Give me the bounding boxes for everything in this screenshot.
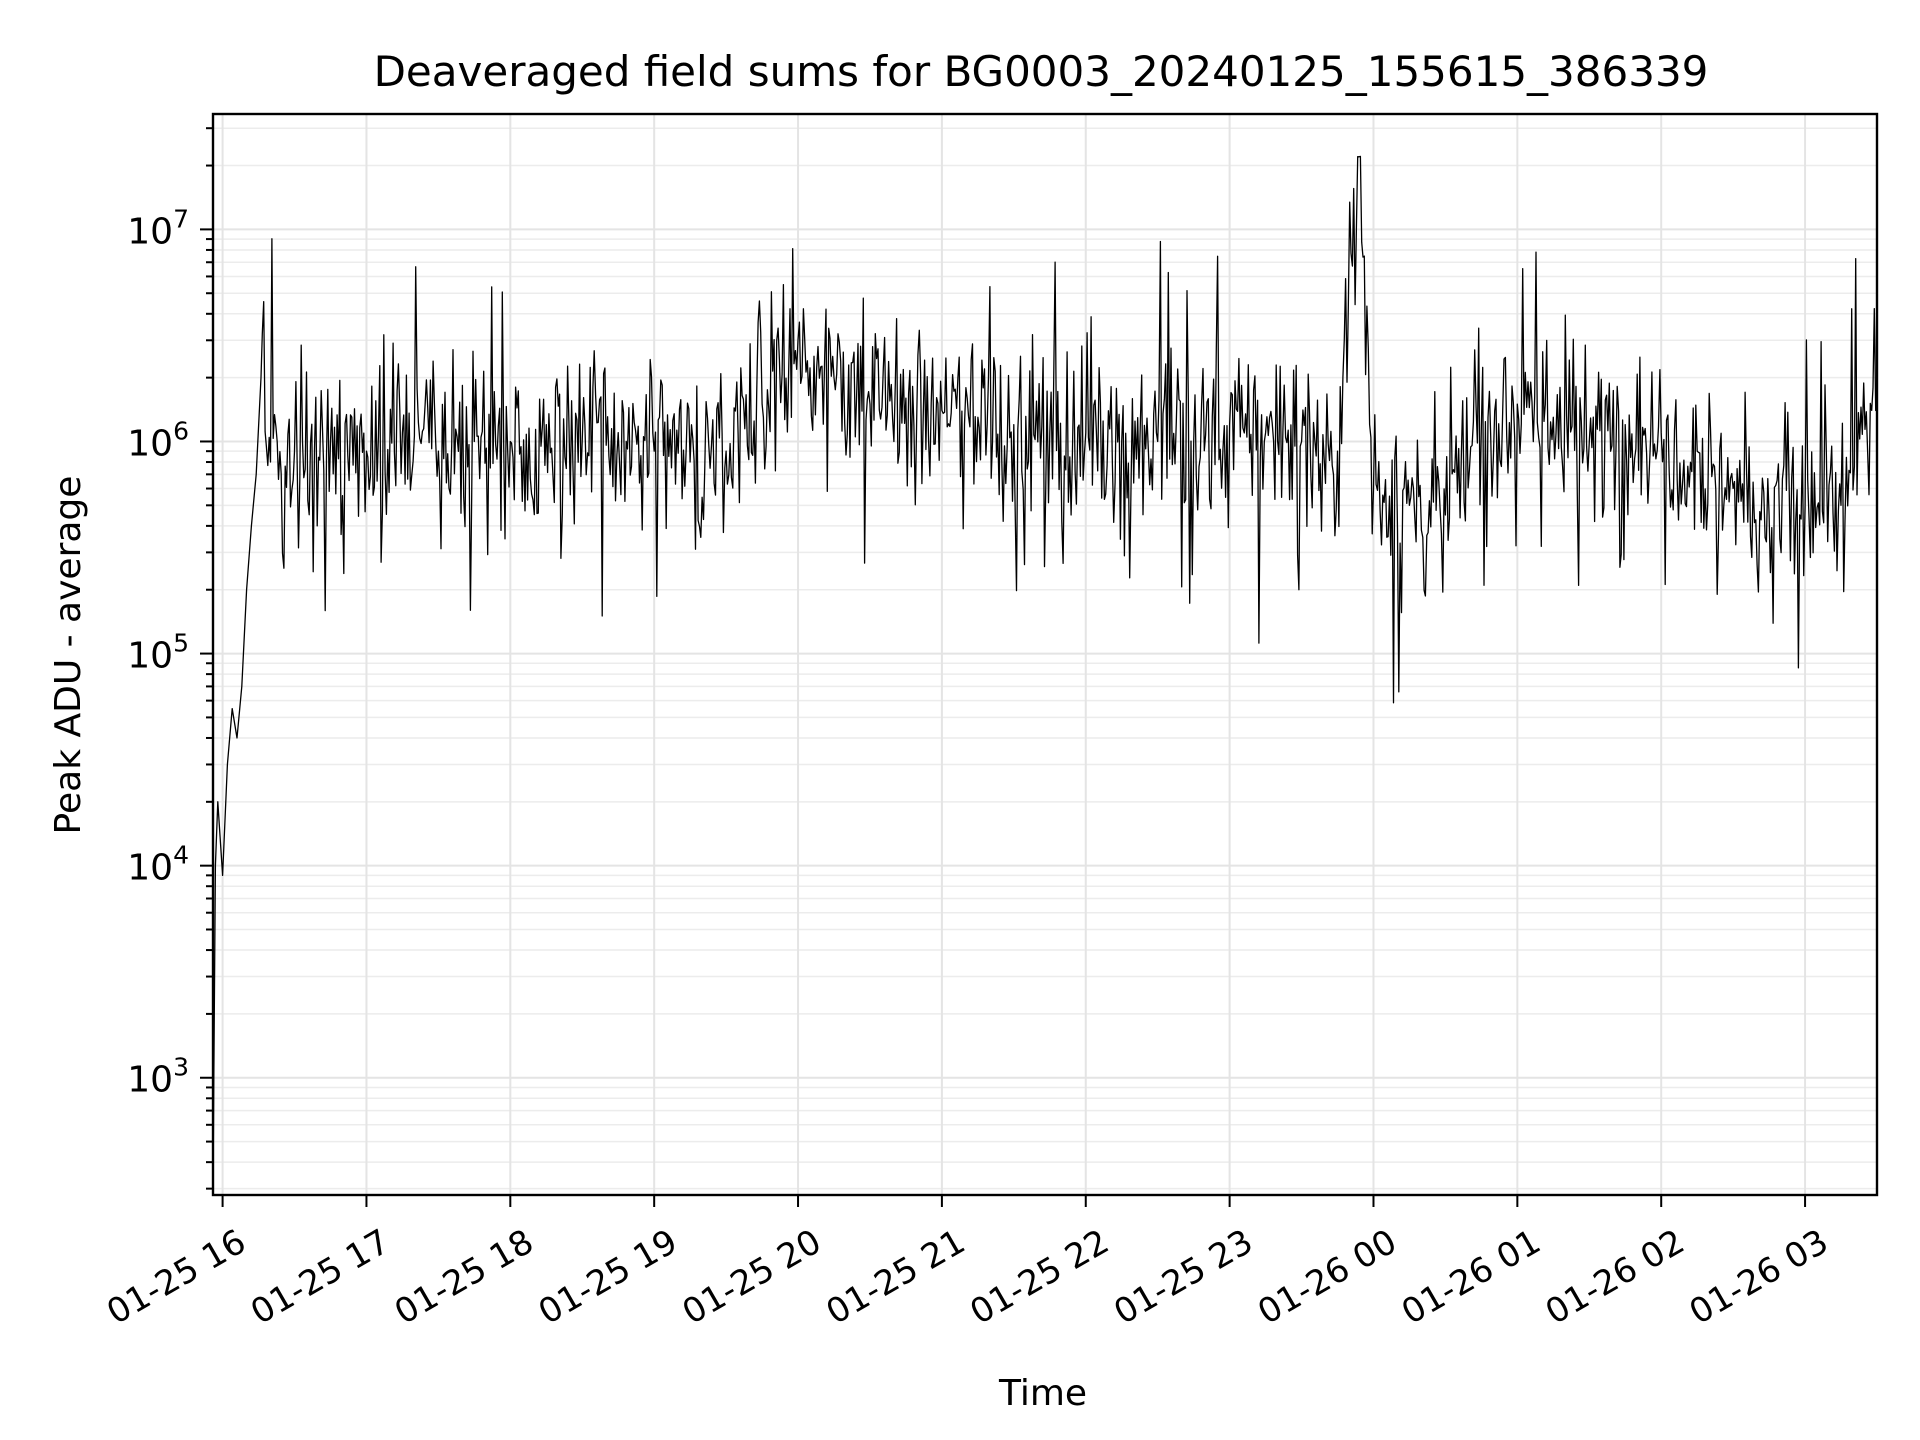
y-tick-label: 103 [127, 1053, 189, 1101]
x-tick-label: 01-26 03 [1683, 1222, 1835, 1333]
x-tick-label: 01-25 20 [676, 1222, 828, 1333]
grid [213, 114, 1877, 1195]
x-tick-label: 01-25 19 [532, 1222, 684, 1333]
series-line [212, 155, 1878, 1189]
y-tick-label: 104 [127, 841, 189, 889]
x-tick-label: 01-25 16 [100, 1222, 252, 1333]
x-tick-label: 01-25 18 [388, 1222, 540, 1333]
x-tick-label: 01-26 02 [1539, 1222, 1691, 1333]
x-tick-label: 01-25 22 [963, 1222, 1115, 1333]
y-tick-label: 106 [127, 416, 189, 464]
series-group [212, 155, 1878, 1189]
x-tick-label: 01-26 00 [1251, 1222, 1403, 1333]
y-tick-label: 107 [127, 204, 189, 252]
x-tick-label: 01-25 17 [244, 1222, 396, 1333]
x-tick-label: 01-25 23 [1107, 1222, 1259, 1333]
x-tick-label: 01-26 01 [1395, 1222, 1547, 1333]
y-axis-label: Peak ADU - average [48, 476, 89, 835]
x-tick-label: 01-25 21 [820, 1222, 972, 1333]
y-tick-label: 105 [127, 629, 189, 677]
chart-title: Deaveraged field sums for BG0003_2024012… [374, 47, 1709, 96]
y-axis: 103 104 105 106 107 [127, 127, 213, 1190]
x-axis-label: Time [998, 1373, 1087, 1414]
